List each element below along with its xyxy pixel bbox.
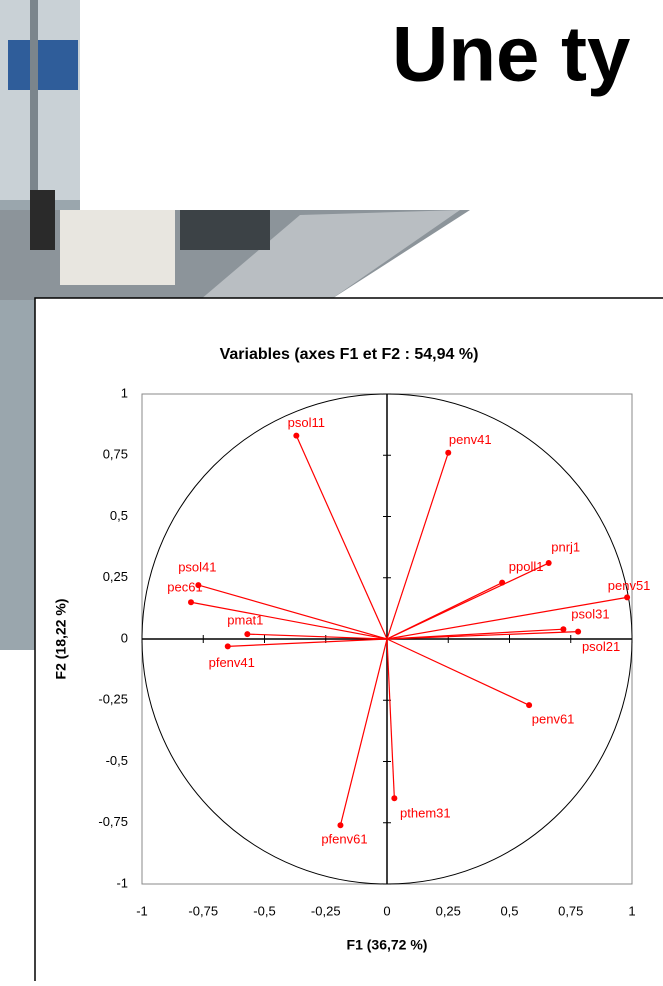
point — [188, 599, 194, 605]
point — [575, 629, 581, 635]
y-tick-label: 0,25 — [103, 569, 128, 584]
car — [60, 210, 175, 285]
x-tick-label: -1 — [136, 903, 148, 918]
point-label: ppoll1 — [509, 559, 544, 574]
point — [546, 560, 552, 566]
sign — [8, 40, 78, 90]
y-tick-label: -0,75 — [98, 814, 128, 829]
point-label: psol11 — [288, 415, 325, 430]
point — [445, 450, 451, 456]
point-label: pfenv61 — [321, 832, 367, 847]
x-tick-label: 0,25 — [436, 903, 461, 918]
y-tick-label: 1 — [121, 385, 128, 400]
y-tick-label: 0 — [121, 630, 128, 645]
point-label: psol41 — [178, 560, 216, 575]
point — [526, 702, 532, 708]
point-label: penv51 — [608, 578, 651, 593]
y-axis-title: F2 (18,22 %) — [53, 599, 69, 680]
point — [624, 594, 630, 600]
point-label: penv61 — [532, 712, 575, 727]
photo-sky — [0, 0, 80, 200]
car — [180, 210, 270, 250]
y-tick-label: -0,25 — [98, 692, 128, 707]
x-tick-label: -0,25 — [311, 903, 341, 918]
point-label: psol21 — [582, 639, 620, 654]
point-label: psol31 — [571, 607, 609, 622]
y-tick-label: 0,75 — [103, 447, 128, 462]
chart-title: Variables (axes F1 et F2 : 54,94 %) — [220, 346, 479, 363]
point — [499, 580, 505, 586]
x-axis-title: F1 (36,72 %) — [347, 937, 428, 953]
page: Une ty Variables (axes F1 et F2 : 54,94 … — [0, 0, 663, 981]
point-label: pthem31 — [400, 806, 451, 821]
point-label: penv41 — [449, 432, 492, 447]
point — [293, 433, 299, 439]
x-tick-label: 0,5 — [500, 903, 518, 918]
point-label: pec61 — [167, 580, 202, 595]
point — [337, 822, 343, 828]
y-tick-label: -0,5 — [106, 753, 128, 768]
y-tick-label: -1 — [116, 875, 128, 890]
slide-title: Une ty — [392, 10, 630, 98]
bike — [30, 190, 55, 250]
x-tick-label: -0,75 — [188, 903, 218, 918]
point — [391, 795, 397, 801]
point-label: pnrj1 — [551, 539, 580, 554]
point — [560, 626, 566, 632]
slide: Une ty Variables (axes F1 et F2 : 54,94 … — [0, 0, 663, 981]
x-tick-label: 0 — [383, 903, 390, 918]
x-tick-label: -0,5 — [253, 903, 275, 918]
x-tick-label: 1 — [628, 903, 635, 918]
point — [244, 631, 250, 637]
point-label: pfenv41 — [209, 655, 255, 670]
x-tick-label: 0,75 — [558, 903, 583, 918]
pole — [30, 0, 38, 200]
point-label: pmat1 — [227, 613, 263, 628]
point — [225, 643, 231, 649]
y-tick-label: 0,5 — [110, 508, 128, 523]
